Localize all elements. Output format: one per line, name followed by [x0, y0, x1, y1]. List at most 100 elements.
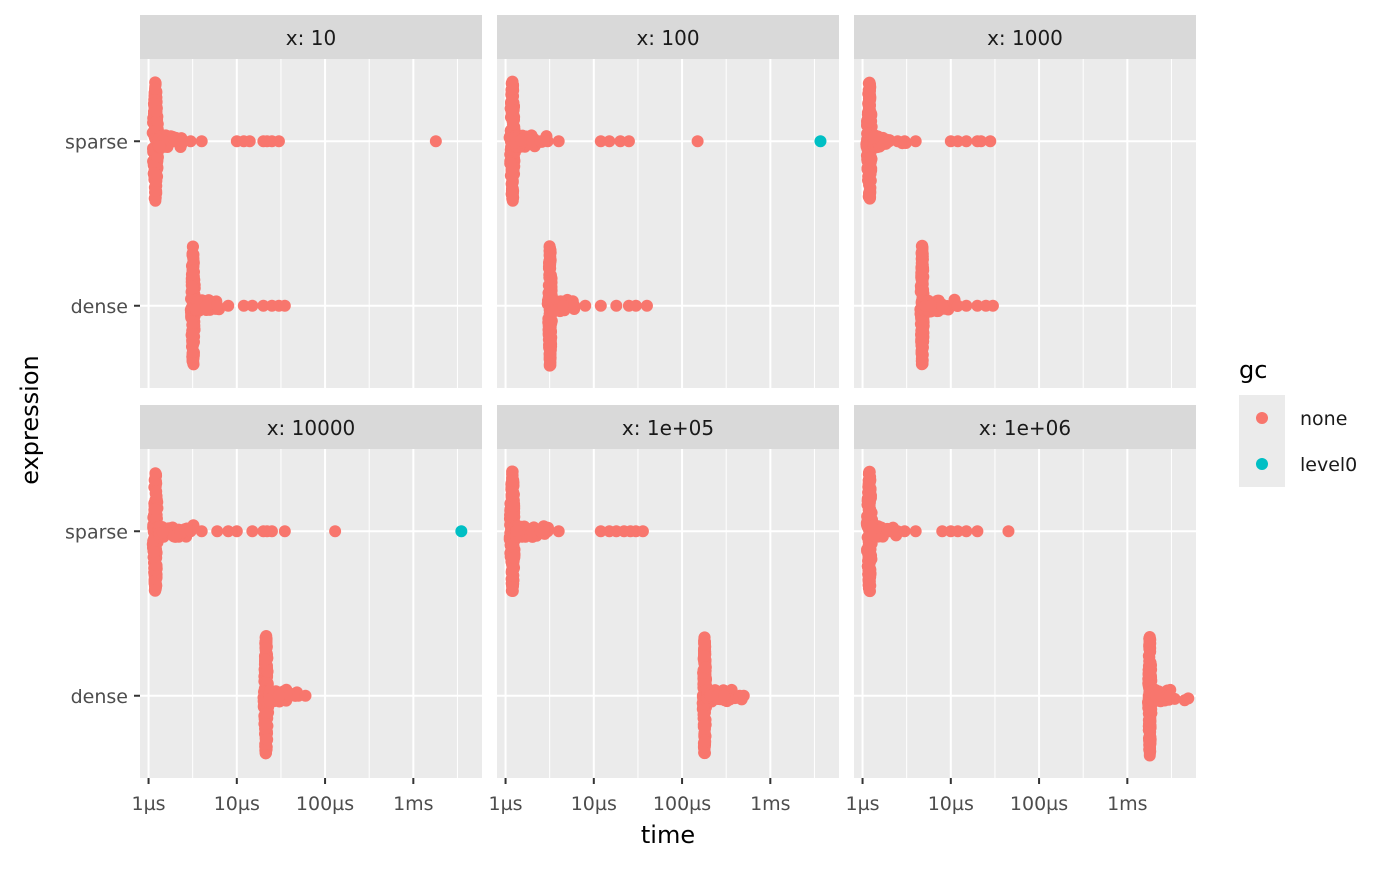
data-point	[883, 525, 896, 538]
data-point	[864, 167, 877, 180]
x-tick-label: 1µs	[132, 793, 166, 815]
data-point	[195, 525, 208, 538]
data-point	[868, 131, 881, 144]
data-point	[184, 525, 197, 538]
panel-background	[497, 449, 839, 778]
y-tick-label: dense	[71, 296, 128, 318]
data-point	[195, 135, 208, 148]
data-point	[150, 105, 163, 118]
panel-background	[140, 449, 482, 778]
y-tick-label: sparse	[65, 131, 128, 153]
data-point	[329, 525, 342, 538]
data-point	[916, 354, 929, 367]
x-tick-label: 1ms	[1107, 793, 1148, 815]
data-point	[936, 525, 949, 538]
data-point	[960, 525, 973, 538]
facet-strip-label: x: 100	[636, 26, 699, 50]
facet-strip	[140, 15, 482, 59]
data-point	[526, 525, 539, 538]
y-axis-title: expression	[16, 355, 44, 484]
y-tick-label: dense	[71, 686, 128, 708]
data-point	[259, 717, 272, 730]
data-point	[691, 135, 704, 148]
data-point	[506, 474, 519, 487]
x-axis-title: time	[641, 821, 695, 849]
data-point	[148, 503, 161, 516]
data-point	[1144, 715, 1157, 728]
x-tick-label: 10µs	[928, 793, 974, 815]
data-point	[265, 525, 278, 538]
facet-strip-label: x: 1000	[987, 26, 1063, 50]
x-tick-label: 1ms	[750, 793, 791, 815]
data-point	[698, 746, 711, 759]
panel-3: x: 1000	[854, 15, 1196, 388]
x-tick-label: 100µs	[653, 793, 711, 815]
data-point	[915, 339, 928, 352]
data-point	[698, 649, 711, 662]
data-point	[148, 584, 161, 597]
data-point	[697, 709, 710, 722]
facet-strip-label: x: 1e+05	[622, 416, 714, 440]
facet-strip-label: x: 1e+06	[979, 416, 1071, 440]
data-point	[1163, 689, 1176, 702]
data-point	[505, 83, 518, 96]
data-point	[984, 135, 997, 148]
data-point	[278, 525, 291, 538]
data-point	[149, 467, 162, 480]
data-point	[699, 735, 712, 748]
data-point	[246, 299, 259, 312]
data-point	[283, 689, 296, 702]
data-point	[579, 299, 592, 312]
data-point	[186, 318, 199, 331]
panel-5: x: 1e+05 1µs 10µs 100µs 1ms	[489, 405, 839, 815]
data-point	[863, 476, 876, 489]
data-point	[184, 135, 197, 148]
data-point	[543, 240, 556, 253]
data-point	[594, 135, 607, 148]
data-point	[544, 359, 557, 372]
data-point	[960, 135, 973, 148]
data-point	[864, 550, 877, 563]
data-point	[614, 135, 627, 148]
data-point	[737, 689, 750, 702]
data-point	[153, 140, 166, 153]
data-point	[814, 135, 827, 148]
data-point	[257, 299, 270, 312]
data-point	[610, 299, 623, 312]
data-point	[261, 665, 274, 678]
data-point	[863, 78, 876, 91]
data-point	[149, 82, 162, 95]
data-point	[557, 299, 570, 312]
data-point	[1182, 692, 1195, 705]
data-point	[176, 135, 189, 148]
data-point	[863, 467, 876, 480]
data-point	[506, 118, 519, 131]
data-point	[909, 135, 922, 148]
data-point	[1144, 745, 1157, 758]
data-point	[1143, 635, 1156, 648]
data-point	[629, 299, 642, 312]
legend: gc none level0	[1239, 356, 1357, 487]
panel-1: x: 10 sparse dense	[65, 15, 482, 388]
data-point	[185, 268, 198, 281]
data-point	[864, 151, 877, 164]
data-point	[148, 167, 161, 180]
facet-strip	[854, 15, 1196, 59]
data-point	[263, 693, 276, 706]
data-point	[951, 135, 964, 148]
data-point	[429, 135, 442, 148]
data-point	[863, 490, 876, 503]
data-point	[505, 103, 518, 116]
data-point	[699, 661, 712, 674]
data-point	[1144, 734, 1157, 747]
data-point	[867, 522, 880, 535]
legend-title: gc	[1239, 356, 1267, 384]
facet-strip	[497, 15, 839, 59]
data-point	[507, 500, 520, 513]
data-point	[1002, 525, 1015, 538]
data-point	[960, 299, 973, 312]
facet-strip	[140, 405, 482, 449]
data-point	[883, 135, 896, 148]
x-tick-label: 10µs	[571, 793, 617, 815]
